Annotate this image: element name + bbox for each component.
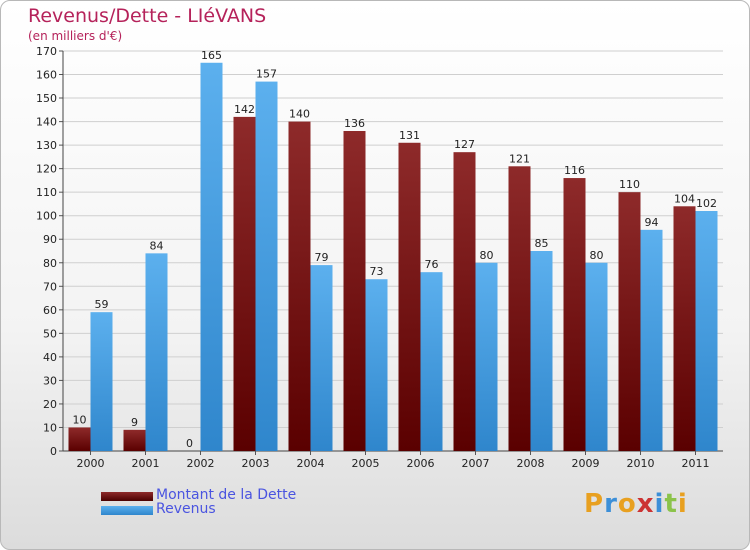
bar-debt-2000 bbox=[68, 427, 91, 451]
bar-debt-2008 bbox=[508, 166, 531, 451]
bar-revenue-2010 bbox=[640, 229, 663, 451]
y-tick-label: 140 bbox=[36, 116, 57, 129]
bar-revenue-2008 bbox=[530, 251, 553, 451]
bars bbox=[68, 62, 718, 452]
chart-title: Revenus/Dette - LIéVANS bbox=[28, 5, 267, 27]
logo-letter: x bbox=[636, 489, 655, 519]
bar-revenue-2005 bbox=[365, 279, 388, 451]
value-label-revenue: 79 bbox=[315, 251, 329, 264]
value-label-debt: 110 bbox=[619, 178, 640, 191]
value-label-debt: 104 bbox=[674, 192, 695, 205]
value-label-revenue: 73 bbox=[370, 265, 384, 278]
proxiti-logo: Proxiti bbox=[584, 489, 688, 519]
x-tick-label: 2010 bbox=[627, 457, 655, 470]
bar-revenue-2003 bbox=[255, 81, 278, 452]
y-tick-label: 80 bbox=[43, 257, 57, 270]
value-label-revenue: 102 bbox=[696, 197, 717, 210]
bar-revenue-2002 bbox=[200, 62, 223, 451]
y-tick-label: 100 bbox=[36, 210, 57, 223]
value-label-revenue: 80 bbox=[590, 249, 604, 262]
legend-label-debt: Montant de la Dette bbox=[156, 487, 297, 503]
value-label-debt: 131 bbox=[399, 129, 420, 142]
value-label-debt: 136 bbox=[344, 117, 365, 130]
x-tick-label: 2009 bbox=[572, 457, 600, 470]
bar-debt-2010 bbox=[618, 192, 641, 452]
y-tick-label: 70 bbox=[43, 280, 57, 293]
y-tick-label: 60 bbox=[43, 304, 57, 317]
grid-lines bbox=[59, 50, 723, 452]
bar-debt-2006 bbox=[398, 142, 421, 451]
bar-debt-2007 bbox=[453, 152, 476, 452]
bar-revenue-2000 bbox=[90, 312, 113, 451]
x-tick-label: 2006 bbox=[407, 457, 435, 470]
logo-letter: o bbox=[617, 489, 637, 519]
x-tick-label: 2007 bbox=[462, 457, 490, 470]
value-label-debt: 121 bbox=[509, 152, 530, 165]
bar-revenue-2006 bbox=[420, 272, 443, 451]
bar-revenue-2011 bbox=[695, 211, 718, 451]
value-label-revenue: 59 bbox=[95, 298, 109, 311]
x-tick-label: 2011 bbox=[682, 457, 710, 470]
bar-revenue-2004 bbox=[310, 265, 333, 451]
bar-debt-2003 bbox=[233, 116, 256, 451]
y-tick-label: 0 bbox=[50, 445, 57, 458]
x-tick-label: 2008 bbox=[517, 457, 545, 470]
x-tick-labels: 2000 2001 2002 2003 2004 2005 2006 2007 2008 2009… bbox=[77, 451, 710, 470]
logo-letter: P bbox=[584, 489, 605, 519]
value-label-debt: 10 bbox=[73, 413, 87, 426]
bar-debt-2009 bbox=[563, 178, 586, 451]
y-tick-label: 120 bbox=[36, 163, 57, 176]
value-label-revenue: 80 bbox=[480, 249, 494, 262]
x-tick-label: 2005 bbox=[352, 457, 380, 470]
logo-letter: i bbox=[654, 489, 665, 519]
value-label-revenue: 84 bbox=[150, 239, 164, 252]
value-label-debt: 116 bbox=[564, 164, 585, 177]
value-label-debt: 140 bbox=[289, 108, 310, 121]
bar-debt-2004 bbox=[288, 121, 311, 452]
bar-revenue-2007 bbox=[475, 262, 498, 451]
value-label-debt: 127 bbox=[454, 138, 475, 151]
y-tick-label: 130 bbox=[36, 139, 57, 152]
y-tick-label: 40 bbox=[43, 351, 57, 364]
value-label-revenue: 94 bbox=[645, 216, 659, 229]
y-tick-label: 50 bbox=[43, 327, 57, 340]
value-label-revenue: 76 bbox=[425, 258, 439, 271]
chart-subtitle: (en milliers d'€) bbox=[28, 29, 123, 43]
value-label-revenue: 157 bbox=[256, 68, 277, 81]
x-tick-label: 2003 bbox=[242, 457, 270, 470]
y-tick-label: 30 bbox=[43, 374, 57, 387]
legend-label-revenue: Revenus bbox=[156, 501, 216, 517]
value-label-revenue: 165 bbox=[201, 49, 222, 62]
logo-letter: t bbox=[664, 489, 678, 519]
bar-debt-2005 bbox=[343, 131, 366, 451]
value-label-debt: 0 bbox=[186, 437, 193, 450]
logo-letter: r bbox=[604, 489, 618, 519]
value-label-debt: 9 bbox=[131, 416, 138, 429]
x-tick-label: 2004 bbox=[297, 457, 325, 470]
value-label-debt: 142 bbox=[234, 103, 255, 116]
x-tick-label: 2002 bbox=[187, 457, 215, 470]
legend-swatch-debt bbox=[101, 492, 153, 501]
value-label-revenue: 85 bbox=[535, 237, 549, 250]
y-tick-label: 90 bbox=[43, 233, 57, 246]
bar-revenue-2001 bbox=[145, 253, 168, 451]
y-tick-label: 150 bbox=[36, 92, 57, 105]
bar-debt-2011 bbox=[673, 206, 696, 451]
y-tick-label: 160 bbox=[36, 69, 57, 82]
x-tick-label: 2000 bbox=[77, 457, 105, 470]
value-labels: 10 59 9 84 0 165 142 157 140 79 136 73 131 76 127 80 121… bbox=[73, 49, 718, 450]
bar-revenue-2009 bbox=[585, 262, 608, 451]
bar-debt-2001 bbox=[123, 429, 146, 451]
x-tick-label: 2001 bbox=[132, 457, 160, 470]
y-tick-label: 20 bbox=[43, 398, 57, 411]
logo-letter: i bbox=[677, 489, 688, 519]
y-tick-label: 10 bbox=[43, 421, 57, 434]
y-tick-label: 110 bbox=[36, 186, 57, 199]
y-tick-labels: 0 10 20 30 40 50 60 70 80 90 100 110 120 130 140 150 160… bbox=[36, 45, 57, 458]
legend-swatch-revenue bbox=[101, 506, 153, 515]
y-tick-label: 170 bbox=[36, 45, 57, 58]
axes bbox=[62, 51, 723, 452]
